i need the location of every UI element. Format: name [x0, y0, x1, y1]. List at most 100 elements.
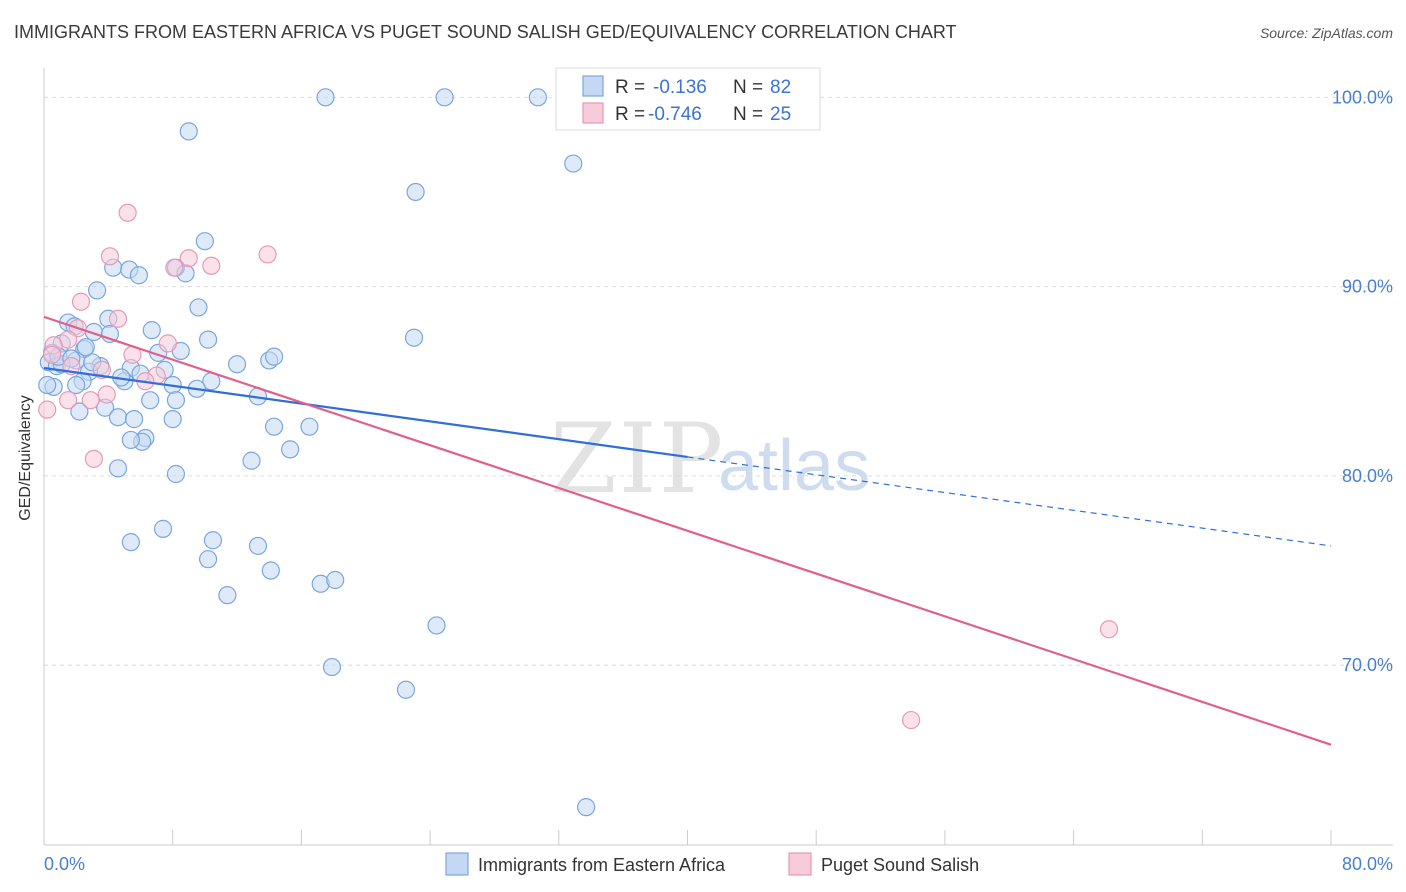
data-point	[70, 402, 89, 421]
data-point	[81, 391, 100, 410]
data-point	[153, 519, 173, 538]
data-point	[166, 391, 186, 410]
y-tick-label: 90.0%	[1342, 277, 1393, 297]
trend-line-puget-sound-salish	[43, 315, 1332, 746]
data-point	[577, 798, 596, 817]
series-eastern-africa-points	[38, 88, 596, 817]
data-point	[121, 430, 140, 450]
legend-swatch-puget-sound-salish	[582, 102, 604, 124]
data-point	[179, 249, 198, 268]
data-point	[179, 122, 198, 141]
legend-r-label-2: R =	[615, 104, 645, 125]
data-point	[203, 531, 223, 550]
grid-lines	[44, 96, 1393, 666]
data-point	[76, 338, 95, 357]
data-point	[198, 550, 218, 569]
legend-r-label-1: R =	[615, 77, 645, 98]
data-point	[189, 298, 208, 317]
data-point	[108, 408, 128, 427]
data-point	[158, 334, 177, 353]
axes	[43, 68, 1393, 846]
data-point	[108, 459, 128, 478]
data-point	[227, 355, 247, 374]
series-legend-label-eastern-africa: Immigrants from Eastern Africa	[478, 855, 726, 875]
y-tick-label: 70.0%	[1342, 655, 1393, 675]
data-point	[195, 232, 214, 251]
legend-n-value-1: 82	[770, 77, 791, 98]
data-point	[165, 258, 184, 277]
trend-lines	[43, 315, 1332, 746]
data-point	[242, 451, 261, 470]
data-point	[38, 375, 57, 395]
data-point	[202, 256, 221, 275]
chart-source: Source: ZipAtlas.com	[1260, 25, 1393, 41]
data-point	[38, 400, 57, 419]
trend-line-eastern-africa-extension	[687, 456, 1332, 547]
series-legend-swatch-puget-sound-salish	[788, 852, 812, 876]
data-point	[121, 533, 140, 552]
watermark-zip: ZIP	[550, 403, 725, 515]
data-point	[218, 586, 237, 605]
data-point	[261, 561, 280, 580]
data-point	[248, 536, 268, 556]
y-tick-label: 80.0%	[1342, 466, 1393, 486]
x-tick-label: 80.0%	[1342, 854, 1393, 874]
data-point	[166, 464, 186, 484]
data-point	[300, 417, 319, 436]
watermark: ZIP atlas	[550, 403, 870, 515]
data-point	[258, 245, 277, 264]
data-point	[67, 375, 86, 395]
data-points	[38, 88, 1119, 817]
stats-legend: R = -0.136 N = 82 R = -0.746 N = 25	[555, 67, 821, 131]
data-point	[264, 347, 284, 366]
data-point	[142, 321, 161, 340]
data-point	[406, 182, 425, 202]
legend-n-label-1: N =	[733, 77, 763, 98]
data-point	[902, 710, 921, 730]
data-point	[118, 203, 137, 222]
data-point	[435, 88, 454, 107]
data-point	[564, 154, 583, 173]
legend-n-value-2: 25	[770, 104, 791, 125]
legend-swatch-eastern-africa	[582, 75, 604, 97]
watermark-atlas: atlas	[718, 426, 870, 506]
y-tick-labels: 100.0% 90.0% 80.0% 70.0%	[1332, 87, 1393, 675]
series-puget-sound-salish-points	[38, 203, 1119, 730]
data-point	[396, 680, 416, 699]
y-axis-title: GED/Equivalency	[17, 395, 34, 520]
data-point	[97, 385, 116, 404]
data-point	[163, 410, 182, 429]
data-point	[281, 440, 300, 459]
data-point	[108, 309, 128, 328]
data-point	[322, 657, 342, 677]
trend-line-eastern-africa	[43, 366, 688, 459]
x-tick-label: 0.0%	[44, 854, 85, 874]
legend-r-value-2: -0.746	[648, 104, 702, 125]
legend-n-label-2: N =	[733, 104, 763, 125]
data-point	[1099, 620, 1119, 639]
series-legend-swatch-eastern-africa	[445, 852, 469, 876]
data-point	[326, 570, 345, 590]
legend-r-value-1: -0.136	[653, 77, 707, 98]
data-point	[264, 417, 284, 436]
data-point	[59, 391, 78, 410]
chart-title: IMMIGRANTS FROM EASTERN AFRICA VS PUGET …	[14, 22, 957, 42]
data-point	[100, 247, 120, 266]
data-point	[528, 88, 547, 107]
data-point	[84, 449, 103, 468]
data-point	[87, 281, 107, 300]
data-point	[404, 328, 424, 347]
data-point	[124, 410, 144, 429]
data-point	[92, 360, 112, 379]
data-point	[427, 616, 446, 635]
series-legend: Immigrants from Eastern Africa Puget Sou…	[445, 852, 979, 876]
data-point	[42, 345, 62, 364]
data-point	[129, 266, 149, 285]
y-tick-label: 100.0%	[1332, 87, 1393, 107]
data-point	[71, 292, 91, 311]
data-point	[141, 391, 160, 410]
data-point	[198, 330, 218, 349]
x-tick-labels: 0.0% 80.0%	[44, 854, 1393, 874]
series-legend-label-puget-sound-salish: Puget Sound Salish	[821, 855, 979, 875]
